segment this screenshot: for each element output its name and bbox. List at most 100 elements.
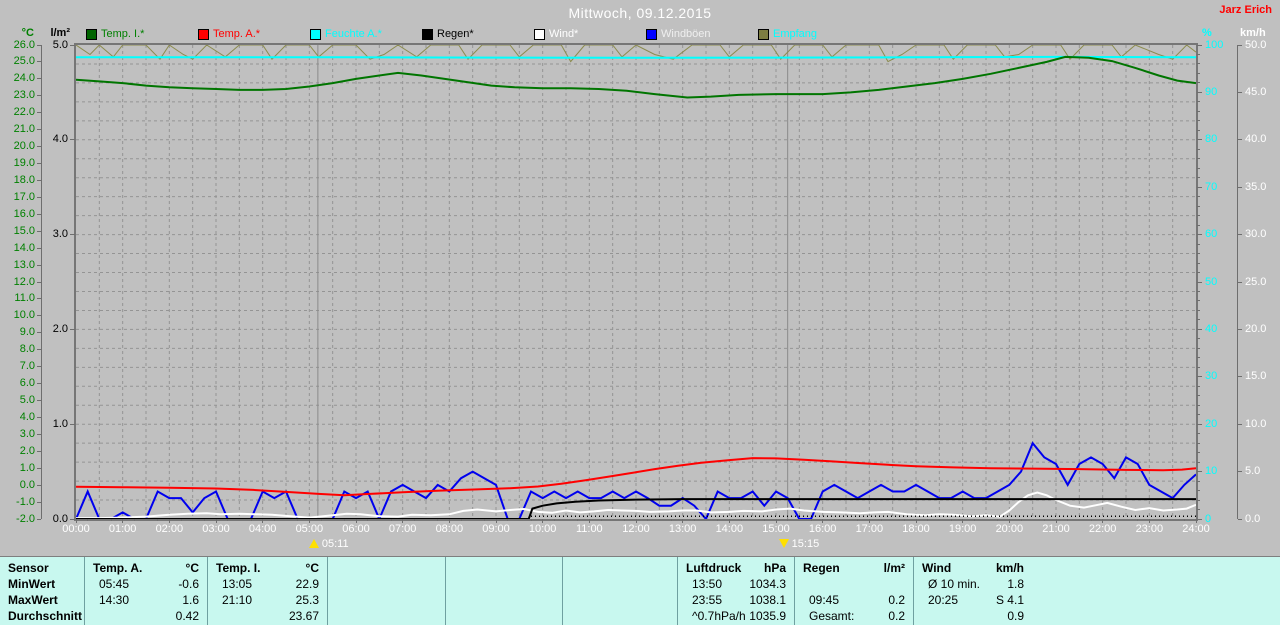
humidity-axis-tick [1197,385,1200,387]
humidity-axis-tick [1197,129,1200,131]
statistics-table: Sensor MinWert MaxWert Durchschnitt Temp. A.… [0,556,1280,625]
temp-axis-tick-label: 19.0 [13,157,35,169]
wind-axis-tick-label: 40.0 [1245,133,1267,146]
time-axis-tick-label: 09:00 [482,523,510,535]
time-axis-minor-tick [180,519,182,521]
table-cell-time [795,576,857,592]
time-axis-minor-tick [110,519,112,521]
time-axis-tick [868,519,870,523]
time-axis-tick-label: 00:00 [62,523,90,535]
temp-axis-tick [37,213,41,215]
time-axis-tick [215,519,217,523]
temp-axis-tick-label: 1.0 [19,461,35,474]
humidity-axis-tick [1197,281,1202,283]
table-column-name [563,560,620,576]
table-cell-value [623,576,677,592]
humidity-axis-tick [1197,234,1202,236]
legend-item-wind[interactable]: Wind* [534,28,578,40]
table-column-unit: hPa [764,561,787,575]
table-cell-time: Ø 10 min. [928,577,981,591]
legend-label: Temp. I.* [101,28,145,40]
time-axis-minor-tick [390,519,392,521]
temp-axis-tick-label: 10.0 [13,309,35,322]
table-cell-time [208,608,255,624]
rain-axis-tick-label: 1.0 [52,417,68,430]
table-column-unit [620,560,677,576]
temp-axis-tick [37,315,41,317]
time-axis-minor-tick [1137,519,1139,521]
table-cell-time [563,592,623,608]
time-axis-tick [402,519,404,523]
legend-color-swatch [646,28,657,40]
temp-axis-tick [37,467,41,469]
legend-item-tempi[interactable]: Temp. I.* [86,28,144,40]
humidity-axis-tick [1197,433,1200,435]
legend-color-swatch [198,28,209,40]
time-axis-minor-tick [833,519,835,521]
unit-label-liters-per-m2: l/m² [50,27,70,39]
time-axis-minor-tick [903,519,905,521]
table-cell-value [390,592,446,608]
time-axis-minor-tick [670,519,672,521]
time-axis-tick-label: 19:00 [948,523,977,535]
table-cell-time: 05:45 [99,577,130,591]
time-axis-tick [448,519,450,523]
time-axis-tick-label: 12:00 [622,523,650,535]
time-axis-minor-tick [413,519,415,521]
time-axis-tick-label: 02:00 [155,523,184,535]
wind-axis-tick-label: 20.0 [1245,322,1267,335]
humidity-axis-tick [1197,72,1200,74]
humidity-axis-tick [1197,300,1200,302]
temp-axis-tick [37,416,41,418]
temp-axis-line [41,45,42,519]
time-axis-tick [915,519,917,523]
humidity-axis-tick [1197,490,1200,492]
table-cell-time: 23:55 [692,593,723,607]
legend-label: Windböen [661,28,711,40]
temp-axis-tick-label: 22.0 [13,106,35,119]
wind-axis-tick-label: 10.0 [1245,417,1267,430]
time-axis-minor-tick [133,519,135,521]
table-column-unit [387,560,446,576]
humidity-axis-tick [1197,110,1200,112]
sunrise-time-label: 05:11 [321,538,349,550]
legend-item-empfang[interactable]: Empfang [758,28,817,40]
time-axis-minor-tick [343,519,345,521]
temp-axis-tick-label: 23.0 [13,89,35,102]
temp-axis-tick [37,247,41,249]
table-cell-value [623,592,677,608]
page-title: Mittwoch, 09.12.2015 [568,5,712,21]
time-axis-tick-label: 14:00 [715,523,744,535]
time-axis-tick-label: 17:00 [855,523,884,535]
rain-axis-tick-label: 4.0 [52,133,68,146]
time-axis-minor-tick [530,519,532,521]
time-axis-minor-tick [763,519,765,521]
temp-axis-tick-label: 4.0 [19,410,35,423]
table-cell-value: 1034.3 [749,577,787,591]
legend-item-tempa[interactable]: Temp. A.* [198,28,260,40]
time-axis-minor-tick [250,519,252,521]
temp-axis-tick [37,383,41,385]
humidity-axis-tick [1197,262,1200,264]
legend-item-feuchtea[interactable]: Feuchte A.* [310,28,382,40]
humidity-axis-tick [1197,243,1200,245]
temp-axis-tick-label: 9.0 [19,326,35,339]
time-axis-tick [1102,519,1104,523]
legend-item-windböen[interactable]: Windböen [646,28,711,40]
time-axis-minor-tick [1067,519,1069,521]
table-cell-value [390,576,446,592]
humidity-axis-tick-label: 20 [1205,417,1218,430]
time-axis-minor-tick [997,519,999,521]
rain-axis-tick-label: 3.0 [52,228,68,241]
legend-item-regen[interactable]: Regen* [422,28,474,40]
table-cell-value: 1035.9 [749,609,786,623]
table-cell-time [563,608,623,624]
time-axis-tick-label: 18:00 [902,523,930,535]
humidity-axis-tick-label: 80 [1205,133,1218,146]
table-row-label: Sensor [8,561,49,575]
weather-chart-plot-area[interactable] [76,45,1196,519]
table-cell-time: 14:30 [99,593,130,607]
humidity-axis-tick [1197,376,1202,378]
temp-axis-tick-label: 13.0 [13,258,35,271]
table-row-labels-column: Sensor MinWert MaxWert Durchschnitt [0,557,84,625]
